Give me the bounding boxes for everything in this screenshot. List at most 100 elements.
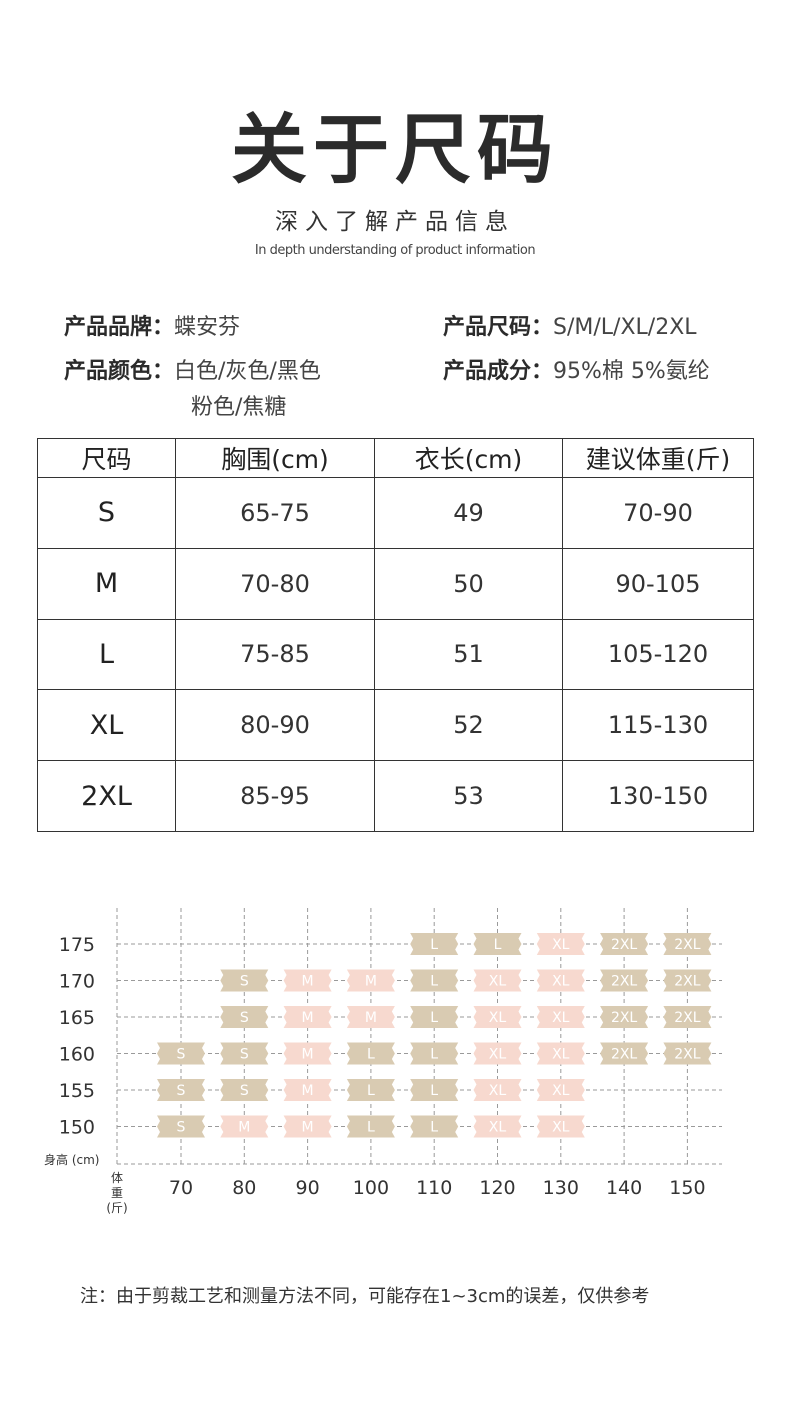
size-tag-label: S xyxy=(177,1120,186,1136)
size-recommendation-chart: 175 170 165 160 155 150 70 80 90 100 110 120 130 140 1… xyxy=(44,908,722,1215)
size-tag-label: L xyxy=(367,1120,375,1136)
info-brand: 产品品牌：蝶安芬 xyxy=(64,309,240,341)
x-tick-label: 100 xyxy=(353,1177,389,1199)
size-tag xyxy=(473,1079,522,1101)
size-tag xyxy=(220,969,269,992)
cell-size: L xyxy=(37,618,176,691)
size-tag-label: XL xyxy=(552,937,570,953)
y-tick-label: 150 xyxy=(59,1117,95,1139)
table-row: 2XL 85-95 53 130-150 xyxy=(37,760,754,832)
cell-weight: 70-90 xyxy=(562,477,754,549)
size-tag-label: S xyxy=(240,1083,249,1099)
size-tag-label: 2XL xyxy=(674,1047,700,1063)
x-tick-label: 90 xyxy=(296,1177,320,1199)
size-tag xyxy=(536,1006,585,1028)
page-title: 关于尺码 xyxy=(231,105,559,194)
size-tag-label: S xyxy=(240,1010,249,1026)
size-tag xyxy=(283,1079,332,1101)
size-tag xyxy=(410,969,459,992)
page-subtitle: 深入了解产品信息 xyxy=(275,209,515,235)
size-tag-label: XL xyxy=(489,974,507,990)
size-tag-label: S xyxy=(240,974,249,990)
size-tag-label: S xyxy=(177,1083,186,1099)
info-material: 产品成分：95%棉 5%氨纶 xyxy=(443,353,710,385)
size-tag-label: L xyxy=(494,937,502,953)
size-tag xyxy=(157,1115,205,1138)
y-tick-label: 155 xyxy=(59,1080,95,1102)
size-table: 尺码 胸围(cm) 衣长(cm) 建议体重(斤) S 65-75 49 70-9… xyxy=(37,438,754,832)
size-tag xyxy=(410,1042,459,1065)
size-tag-label: XL xyxy=(489,1047,507,1063)
cell-chest: 80-90 xyxy=(175,689,375,762)
info-material-value: 95%棉 5%氨纶 xyxy=(553,359,710,384)
header-weight: 建议体重(斤) xyxy=(562,438,754,478)
cell-length: 53 xyxy=(374,760,563,832)
x-axis-label: 重 xyxy=(111,1186,123,1200)
table-row: L 75-85 51 105-120 xyxy=(37,618,754,691)
cell-length: 51 xyxy=(374,618,563,691)
footer-note: 注：由于剪裁工艺和测量方法不同，可能存在1~3cm的误差，仅供参考 xyxy=(80,1286,650,1307)
cell-size: S xyxy=(37,477,176,549)
info-size-label: 产品尺码： xyxy=(443,315,554,340)
size-tag xyxy=(346,969,395,992)
size-tag xyxy=(600,1006,649,1028)
size-tag-label: XL xyxy=(552,974,570,990)
size-tag-label: L xyxy=(430,937,438,953)
size-tag xyxy=(663,1042,712,1065)
size-tag xyxy=(346,1115,395,1138)
size-tag xyxy=(536,969,585,992)
x-tick-label: 150 xyxy=(669,1177,705,1199)
size-tag-label: S xyxy=(240,1047,249,1063)
size-tag xyxy=(536,1115,585,1138)
y-tick-label: 165 xyxy=(59,1007,95,1029)
size-tag-label: XL xyxy=(552,1047,570,1063)
header-length: 衣长(cm) xyxy=(374,438,563,478)
size-tag xyxy=(473,1115,522,1138)
table-header-row: 尺码 胸围(cm) 衣长(cm) 建议体重(斤) xyxy=(37,438,754,478)
size-tag-label: L xyxy=(430,1010,438,1026)
header-size: 尺码 xyxy=(37,438,176,478)
cell-chest: 85-95 xyxy=(175,760,375,832)
size-tag-label: L xyxy=(367,1083,375,1099)
cell-chest: 65-75 xyxy=(175,477,375,549)
size-tag-label: M xyxy=(302,1120,314,1136)
size-tag xyxy=(663,1006,712,1028)
size-tag-label: XL xyxy=(489,1010,507,1026)
size-tag-label: L xyxy=(430,1120,438,1136)
size-tag xyxy=(220,1115,269,1138)
x-axis-label: (斤) xyxy=(106,1201,127,1215)
size-tag-label: 2XL xyxy=(611,1047,637,1063)
size-tag xyxy=(220,1042,269,1065)
size-tag xyxy=(473,933,522,955)
size-tag-label: XL xyxy=(489,1083,507,1099)
size-tag-label: S xyxy=(177,1047,186,1063)
size-tag xyxy=(283,1115,332,1138)
size-tag-label: M xyxy=(302,1083,314,1099)
size-tag-label: XL xyxy=(489,1120,507,1136)
table-row: S 65-75 49 70-90 xyxy=(37,477,754,549)
size-tag xyxy=(346,1006,395,1028)
size-tag xyxy=(663,933,712,955)
cell-size: 2XL xyxy=(37,760,176,832)
size-tag-label: 2XL xyxy=(611,937,637,953)
size-tag-label: M xyxy=(365,974,377,990)
size-tag-label: M xyxy=(365,1010,377,1026)
size-tag xyxy=(157,1079,205,1101)
size-tag xyxy=(473,969,522,992)
cell-weight: 115-130 xyxy=(562,689,754,762)
size-tag xyxy=(283,1042,332,1065)
cell-weight: 105-120 xyxy=(562,618,754,691)
size-tag xyxy=(220,1079,269,1101)
x-tick-label: 70 xyxy=(169,1177,193,1199)
size-tag-label: 2XL xyxy=(611,1010,637,1026)
cell-size: M xyxy=(37,547,176,620)
size-tag-label: M xyxy=(302,1047,314,1063)
size-tag-label: XL xyxy=(552,1120,570,1136)
size-tag-label: L xyxy=(430,974,438,990)
info-color-value-line2: 粉色/焦糖 xyxy=(191,395,287,420)
size-tag xyxy=(283,969,332,992)
info-color: 产品颜色：白色/灰色/黑色 xyxy=(64,353,321,385)
info-color-value-line1: 白色/灰色/黑色 xyxy=(174,359,321,384)
size-tag xyxy=(410,1079,459,1101)
table-row: XL 80-90 52 115-130 xyxy=(37,689,754,762)
